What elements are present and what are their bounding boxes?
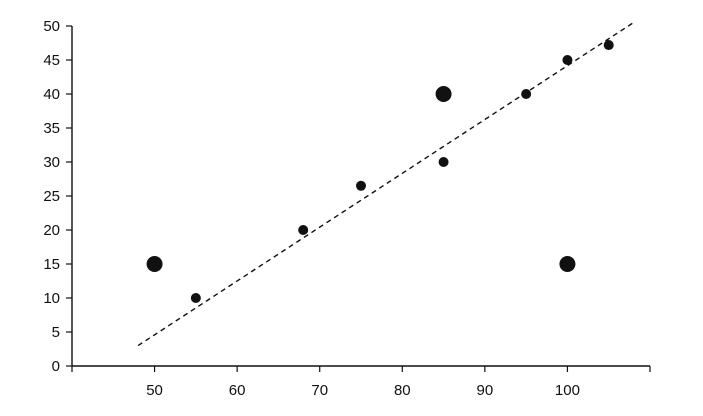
highlighted-data-point bbox=[146, 256, 163, 272]
y-tick-label: 20 bbox=[43, 222, 60, 239]
x-tick-label: 80 bbox=[394, 382, 411, 399]
data-point bbox=[438, 157, 449, 167]
data-point bbox=[603, 40, 614, 51]
trend-line bbox=[137, 22, 634, 347]
axes bbox=[71, 26, 650, 367]
y-tick-label: 30 bbox=[43, 154, 60, 171]
x-tick-label: 50 bbox=[146, 382, 163, 399]
x-tick-label: 100 bbox=[555, 382, 580, 399]
y-tick-label: 35 bbox=[43, 120, 60, 137]
data-point bbox=[356, 180, 366, 191]
y-tick-label: 5 bbox=[52, 324, 60, 341]
x-tick-label: 60 bbox=[229, 382, 246, 399]
trend-line-layer bbox=[137, 22, 634, 347]
data-point bbox=[521, 89, 532, 99]
data-point bbox=[298, 225, 309, 235]
points-layer bbox=[146, 40, 614, 303]
y-tick-label: 50 bbox=[43, 18, 60, 35]
highlighted-data-point bbox=[435, 86, 452, 102]
y-tick-label: 45 bbox=[43, 52, 60, 69]
y-tick-label: 25 bbox=[43, 188, 60, 205]
y-ticks: 0 5 10 15 20 25 30 35 40 45 50 bbox=[43, 18, 72, 375]
data-point bbox=[562, 55, 573, 65]
y-tick-label: 10 bbox=[43, 290, 60, 307]
x-tick-label: 70 bbox=[311, 382, 328, 399]
y-tick-label: 40 bbox=[43, 86, 60, 103]
x-tick-label: 90 bbox=[477, 382, 494, 399]
y-tick-label: 15 bbox=[43, 256, 60, 273]
y-tick-label: 0 bbox=[52, 358, 60, 375]
highlighted-data-point bbox=[559, 256, 576, 272]
data-point bbox=[190, 293, 201, 303]
x-ticks: 50 60 70 80 90 100 bbox=[71, 366, 651, 399]
